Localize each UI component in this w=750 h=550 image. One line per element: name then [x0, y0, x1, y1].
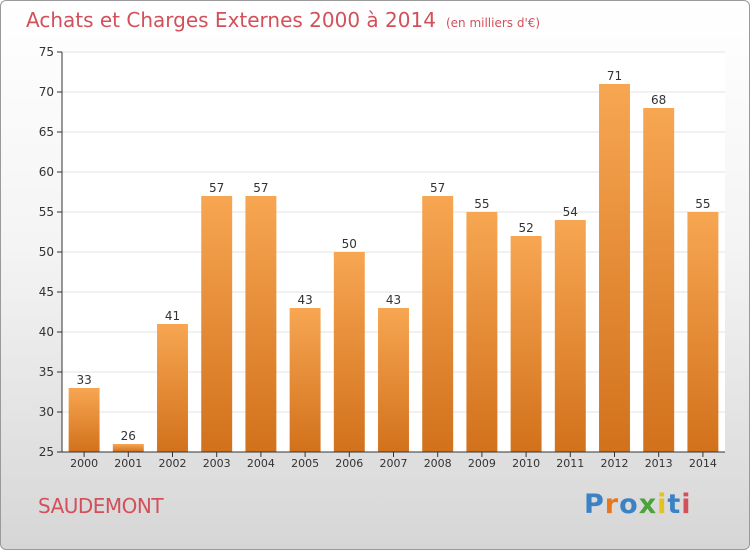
y-tick-label: 55: [39, 205, 54, 219]
axes: 25 30 35 40 45 50 55 60 65 70 75 2000 2001 2002 2003 20…: [39, 45, 725, 470]
bar-2000: [68, 388, 100, 452]
bar-2005: [289, 308, 321, 452]
x-tick-label-2009: 2009: [468, 457, 496, 470]
bar-2002: [157, 324, 188, 452]
data-label-2014: 55: [695, 197, 710, 211]
y-tick-label: 40: [39, 325, 54, 339]
proxiti-logo: Proxiti: [584, 489, 692, 520]
bar-2003: [201, 196, 233, 452]
data-label-2005: 43: [297, 293, 312, 307]
data-label-2013: 68: [651, 93, 666, 107]
logo-letter: o: [619, 489, 639, 520]
logo-letter: i: [681, 489, 692, 520]
logo-letter: i: [657, 489, 668, 520]
y-tick-label: 65: [39, 125, 54, 139]
y-tick-label: 25: [39, 445, 54, 459]
bar-2009: [466, 212, 498, 452]
logo-letter: r: [604, 489, 620, 520]
chart-title: Achats et Charges Externes 2000 à 2014 (e…: [26, 8, 540, 32]
x-tick-label-2003: 2003: [203, 457, 231, 470]
y-tick-label: 45: [39, 285, 54, 299]
y-tick-label: 75: [39, 45, 54, 59]
data-label-2000: 33: [76, 373, 91, 387]
x-tick-label-2013: 2013: [645, 457, 673, 470]
logo-letter: P: [584, 489, 605, 520]
x-tick-label-2004: 2004: [247, 457, 275, 470]
x-tick-label-2002: 2002: [159, 457, 187, 470]
logo-letter: x: [638, 489, 658, 520]
data-label-2010: 52: [518, 221, 533, 235]
bar-2008: [422, 196, 454, 452]
data-label-2007: 43: [386, 293, 401, 307]
bar-2010: [510, 236, 542, 452]
y-tick-label: 35: [39, 365, 54, 379]
x-tick-label-2011: 2011: [556, 457, 584, 470]
bar-2006: [333, 252, 365, 452]
y-tick-label: 50: [39, 245, 54, 259]
chart-title-text: Achats et Charges Externes 2000 à 2014: [26, 8, 436, 32]
data-label-2008: 57: [430, 181, 445, 195]
data-label-2009: 55: [474, 197, 489, 211]
bar-2012: [599, 84, 630, 452]
bar-2004: [245, 196, 277, 452]
chart-subtitle: (en milliers d'€): [445, 16, 541, 30]
x-tick-label-2006: 2006: [335, 457, 363, 470]
data-label-2004: 57: [253, 181, 268, 195]
x-tick-label-2005: 2005: [291, 457, 319, 470]
bars: 33 26 41 57 57 43 50 43 57 55 52 54 71 68 55: [68, 69, 719, 452]
x-tick-label-2008: 2008: [424, 457, 452, 470]
x-tick-label-2007: 2007: [380, 457, 408, 470]
bar-2001: [112, 444, 144, 452]
logo-letter: t: [667, 489, 682, 520]
commune-name: SAUDEMONT: [38, 494, 164, 518]
x-tick-label-2000: 2000: [70, 457, 98, 470]
data-label-2002: 41: [165, 309, 180, 323]
y-tick-label: 30: [39, 405, 54, 419]
data-label-2011: 54: [563, 205, 578, 219]
data-label-2001: 26: [121, 429, 136, 443]
bar-2014: [687, 212, 719, 452]
x-tick-label-2014: 2014: [689, 457, 717, 470]
x-tick-label-2012: 2012: [601, 457, 629, 470]
x-tick-label-2001: 2001: [114, 457, 142, 470]
bar-2013: [643, 108, 675, 452]
bar-2011: [554, 220, 586, 452]
y-tick-label: 70: [39, 85, 54, 99]
data-label-2012: 71: [607, 69, 622, 83]
x-tick-label-2010: 2010: [512, 457, 540, 470]
data-label-2003: 57: [209, 181, 224, 195]
y-tick-label: 60: [39, 165, 54, 179]
bar-2007: [378, 308, 409, 452]
data-label-2006: 50: [342, 237, 357, 251]
